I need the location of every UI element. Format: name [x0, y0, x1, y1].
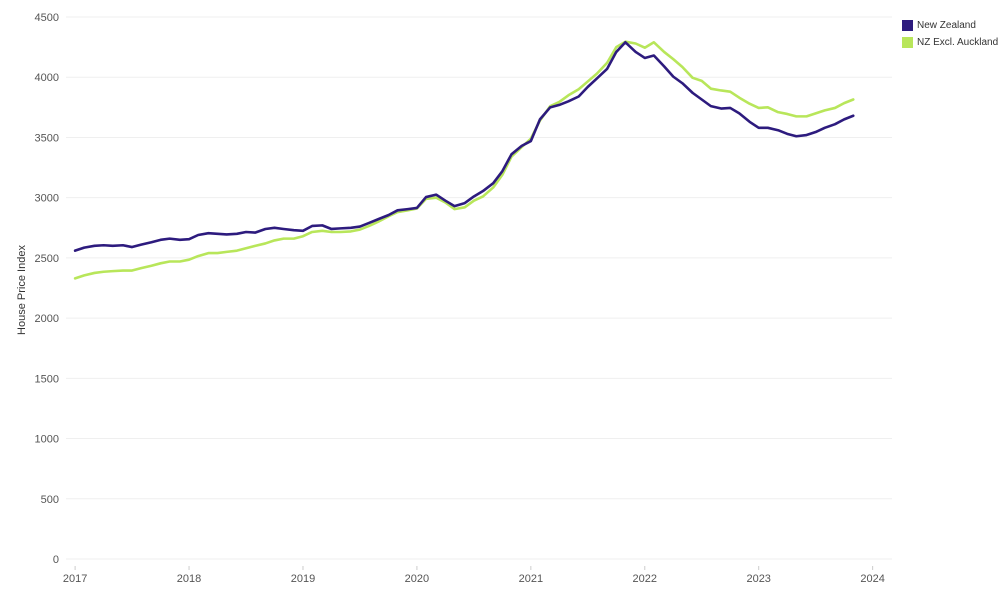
x-tick-label: 2017: [63, 573, 87, 585]
legend-label: New Zealand: [917, 20, 976, 31]
y-tick-label: 1500: [35, 373, 59, 385]
y-tick-label: 2500: [35, 253, 59, 265]
series-lines: [73, 40, 855, 280]
x-tick-label: 2024: [860, 573, 884, 585]
legend-item-new-zealand[interactable]: New Zealand: [902, 17, 998, 34]
y-tick-label: 4000: [35, 72, 59, 84]
y-tick-label: 1000: [35, 434, 59, 446]
x-tick-label: 2019: [291, 573, 315, 585]
x-tick-label: 2021: [519, 573, 543, 585]
x-axis: 2017 2018 2019 2020 2021 2022 2023 2024: [63, 566, 885, 585]
y-tick-label: 4500: [35, 12, 59, 24]
y-tick-label: 0: [53, 554, 59, 566]
x-tick-label: 2023: [746, 573, 770, 585]
x-tick-label: 2018: [177, 573, 201, 585]
y-tick-label: 3500: [35, 132, 59, 144]
y-tick-label: 2000: [35, 313, 59, 325]
x-tick-label: 2020: [405, 573, 429, 585]
legend-label: NZ Excl. Auckland: [917, 37, 999, 48]
y-tick-label: 3000: [35, 193, 59, 205]
legend-item-nz-excl-auckland[interactable]: NZ Excl. Auckland: [902, 34, 998, 51]
legend-swatch-nz-excl-auckland: [902, 37, 913, 48]
series-line-nz-excl-auckland[interactable]: [73, 40, 855, 280]
legend-swatch-new-zealand: [902, 20, 913, 31]
y-tick-label: 500: [41, 494, 59, 506]
legend: New Zealand NZ Excl. Auckland: [902, 17, 998, 51]
y-axis: 0 500 1000 1500 2000 2500 3000 3500 4000 4500: [35, 12, 59, 566]
y-axis-title: House Price Index: [16, 245, 28, 335]
series-line-new-zealand[interactable]: [73, 40, 855, 252]
gridlines: [66, 16, 892, 560]
x-tick-label: 2022: [633, 573, 657, 585]
